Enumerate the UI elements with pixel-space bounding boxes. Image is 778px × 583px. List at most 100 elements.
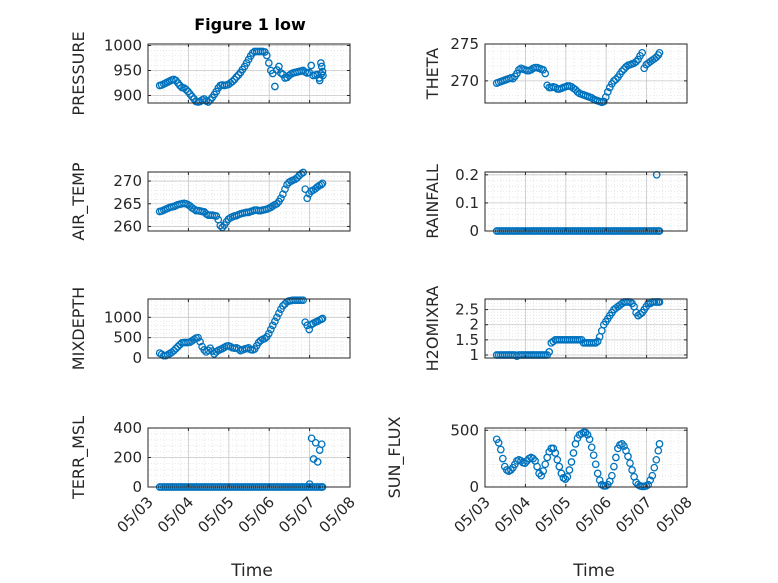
- data-point: [317, 440, 326, 449]
- data-point: [589, 451, 598, 460]
- y-tick-label: 270: [113, 172, 142, 190]
- data-point: [317, 59, 325, 67]
- y-tick-label: 1: [469, 346, 479, 364]
- data-point: [273, 313, 281, 322]
- data-point: [279, 302, 287, 310]
- data-point: [535, 469, 543, 478]
- panel-mixdepth: MIXDEPTH 0 500 1000: [69, 287, 351, 370]
- data-point: [551, 449, 560, 457]
- data-point: [612, 453, 620, 462]
- data-point: [545, 348, 554, 356]
- figure-title: Figure 1 low: [194, 15, 306, 34]
- ticks: [147, 427, 351, 488]
- x-tick-label: 05/06: [572, 493, 615, 536]
- data-point: [539, 467, 548, 475]
- series-markers: [155, 47, 327, 106]
- data-point: [273, 199, 281, 208]
- panel-sun-flux: SUN_FLUX Time 050005/0305/0405/0505/0605…: [385, 417, 696, 581]
- series-markers: [492, 298, 664, 361]
- data-point: [194, 333, 202, 342]
- data-point: [561, 475, 570, 483]
- xlabel: Time: [572, 561, 615, 581]
- data-point: [632, 57, 640, 66]
- data-point: [539, 65, 548, 74]
- data-point: [549, 444, 558, 453]
- x-tick-label: 05/03: [451, 493, 494, 536]
- y-tick-label: 950: [113, 62, 142, 80]
- data-point: [555, 462, 564, 471]
- data-point: [216, 221, 225, 230]
- ticks: [147, 299, 351, 359]
- axes-box: [484, 427, 688, 488]
- data-point: [587, 93, 596, 102]
- axes-box: [147, 43, 351, 104]
- data-point: [565, 466, 574, 474]
- ylabel: SUN_FLUX: [385, 417, 405, 499]
- data-point: [281, 185, 289, 194]
- data-point: [618, 440, 626, 448]
- panel-air-temp: AIR_TEMP 260 265 270: [69, 162, 351, 241]
- data-point: [529, 454, 537, 463]
- data-point: [541, 460, 550, 469]
- panel-h2omixra: H2OMIXRA 11.522.5: [423, 286, 688, 371]
- x-tick-label: 05/08: [316, 493, 359, 536]
- series-markers: [155, 296, 327, 360]
- ticks: [147, 44, 351, 103]
- data-point: [612, 75, 620, 84]
- data-point: [593, 337, 602, 346]
- data-point: [587, 443, 596, 452]
- data-point: [264, 59, 273, 67]
- data-point: [553, 455, 562, 464]
- y-tick-label: 900: [113, 87, 142, 105]
- data-point: [317, 62, 326, 71]
- panel-rainfall: RAINFALL 0 0.1 0.2: [423, 164, 688, 240]
- ticks: [147, 172, 351, 231]
- data-point: [585, 435, 594, 444]
- ylabel: MIXDEPTH: [69, 287, 88, 370]
- ylabel: RAINFALL: [423, 164, 442, 239]
- data-point: [307, 434, 316, 443]
- data-point: [605, 83, 614, 92]
- x-tick-label: 05/04: [491, 493, 534, 536]
- data-point: [652, 455, 661, 464]
- ticks: [484, 43, 688, 103]
- data-point: [262, 51, 271, 60]
- series-markers: [155, 168, 327, 232]
- series-markers: [492, 428, 664, 491]
- data-point: [581, 428, 590, 437]
- data-point: [313, 183, 322, 191]
- ylabel: TERR_MSL: [69, 416, 89, 500]
- data-point: [603, 88, 612, 96]
- data-point: [608, 471, 616, 480]
- y-tick-label: 0.1: [455, 194, 479, 212]
- y-tick-label: 1000: [104, 308, 142, 326]
- x-tick-label: 05/05: [194, 493, 237, 536]
- axes-box: [484, 43, 688, 104]
- y-tick-label: 0.2: [455, 166, 479, 184]
- data-point: [634, 55, 642, 64]
- data-point: [319, 71, 327, 80]
- data-point: [610, 462, 618, 471]
- data-point: [170, 346, 178, 355]
- data-point: [293, 174, 301, 182]
- data-point: [172, 344, 180, 353]
- data-point: [182, 85, 190, 94]
- data-point: [537, 471, 546, 480]
- x-tick-label: 05/04: [154, 493, 197, 536]
- data-point: [318, 314, 327, 323]
- y-tick-label: 0: [132, 349, 142, 367]
- data-point: [303, 194, 312, 203]
- plot-area: [148, 299, 350, 358]
- data-point: [271, 317, 279, 326]
- data-point: [264, 329, 273, 338]
- data-point: [305, 325, 314, 334]
- data-point: [628, 466, 636, 474]
- data-point: [655, 440, 664, 448]
- data-point: [509, 74, 517, 83]
- plot-area: [485, 299, 687, 358]
- y-tick-label: 500: [113, 329, 142, 347]
- axes-box: [147, 298, 351, 359]
- panel-theta: THETA 270 275: [423, 35, 688, 107]
- data-point: [655, 48, 664, 57]
- data-point: [626, 459, 634, 468]
